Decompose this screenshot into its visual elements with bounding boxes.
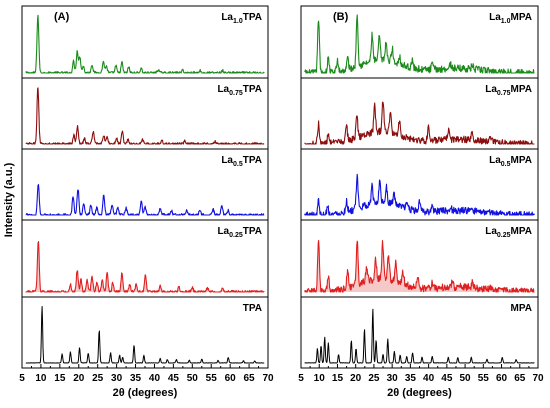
x-tick-label: 50 <box>460 373 472 384</box>
series-line <box>304 101 535 145</box>
series-line <box>25 306 265 364</box>
panel-frame <box>21 5 269 369</box>
series-label: MPA <box>511 303 532 314</box>
series-label: La0.25TPA <box>217 226 262 239</box>
series-fill <box>25 241 265 292</box>
x-tick-label: 20 <box>350 373 362 384</box>
series-line <box>304 14 535 74</box>
series-line <box>304 173 535 216</box>
x-tick-label: 25 <box>368 373 380 384</box>
x-tick-label: 15 <box>54 373 66 384</box>
series-label: La0.75TPA <box>217 84 262 97</box>
x-tick-label: 25 <box>92 373 104 384</box>
x-tick-label: 50 <box>187 373 199 384</box>
panel-b: (B) La1.0MPA La0.75MPA La0.5MPA La0.25MPA MPA… <box>298 5 544 399</box>
series-label: La0.25MPA <box>485 226 532 239</box>
x-tick-label: 40 <box>423 373 435 384</box>
x-tick-label: 15 <box>332 373 344 384</box>
x-tick-label: 70 <box>262 373 274 384</box>
series-line <box>25 14 265 74</box>
x-tick-label: 20 <box>73 373 85 384</box>
series-label: La1.0TPA <box>221 12 262 25</box>
panel-label: (B) <box>333 11 349 23</box>
series-label: La0.75MPA <box>485 84 532 97</box>
x-tick-label: 30 <box>111 373 123 384</box>
x-tick-label: 40 <box>149 373 161 384</box>
panel-a: (A) La1.0TPA La0.75TPA La0.5TPA La0.25TPA TPA… <box>19 5 274 399</box>
y-axis-label: Intensity (a.u.) <box>3 162 15 237</box>
x-tick-label: 35 <box>405 373 417 384</box>
x-axis-label: 2θ (degrees) <box>113 387 178 399</box>
x-tick-label: 65 <box>244 373 256 384</box>
x-tick-label: 10 <box>314 373 326 384</box>
x-tick-label: 65 <box>514 373 526 384</box>
x-tick-label: 5 <box>19 373 25 384</box>
x-axis-label: 2θ (degrees) <box>387 387 452 399</box>
panel-frame <box>300 5 539 369</box>
x-tick-label: 60 <box>225 373 237 384</box>
series-label: La1.0MPA <box>489 12 532 25</box>
series-line <box>25 240 265 293</box>
x-tick-label: 30 <box>387 373 399 384</box>
x-tick-label: 5 <box>298 373 304 384</box>
x-tick-label: 10 <box>35 373 47 384</box>
series-line <box>25 87 265 145</box>
series-line <box>304 239 535 293</box>
x-tick-label: 35 <box>130 373 142 384</box>
series-line <box>304 308 535 364</box>
x-tick-label: 55 <box>478 373 490 384</box>
panel-label: (A) <box>54 11 70 23</box>
x-tick-label: 45 <box>168 373 180 384</box>
series-label: La0.5TPA <box>221 155 262 168</box>
x-tick-label: 55 <box>206 373 218 384</box>
series-line <box>25 184 265 216</box>
series-label: TPA <box>243 303 262 314</box>
x-tick-label: 45 <box>441 373 453 384</box>
x-tick-label: 60 <box>496 373 508 384</box>
series-label: La0.5MPA <box>489 155 532 168</box>
x-tick-label: 70 <box>532 373 544 384</box>
